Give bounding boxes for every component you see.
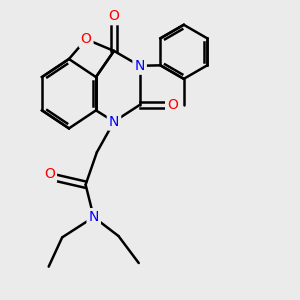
Text: O: O bbox=[109, 9, 119, 23]
Text: O: O bbox=[167, 98, 178, 112]
Text: O: O bbox=[81, 32, 92, 46]
Text: N: N bbox=[109, 115, 119, 129]
Text: O: O bbox=[44, 167, 55, 181]
Text: N: N bbox=[88, 210, 99, 224]
Text: N: N bbox=[134, 59, 145, 73]
